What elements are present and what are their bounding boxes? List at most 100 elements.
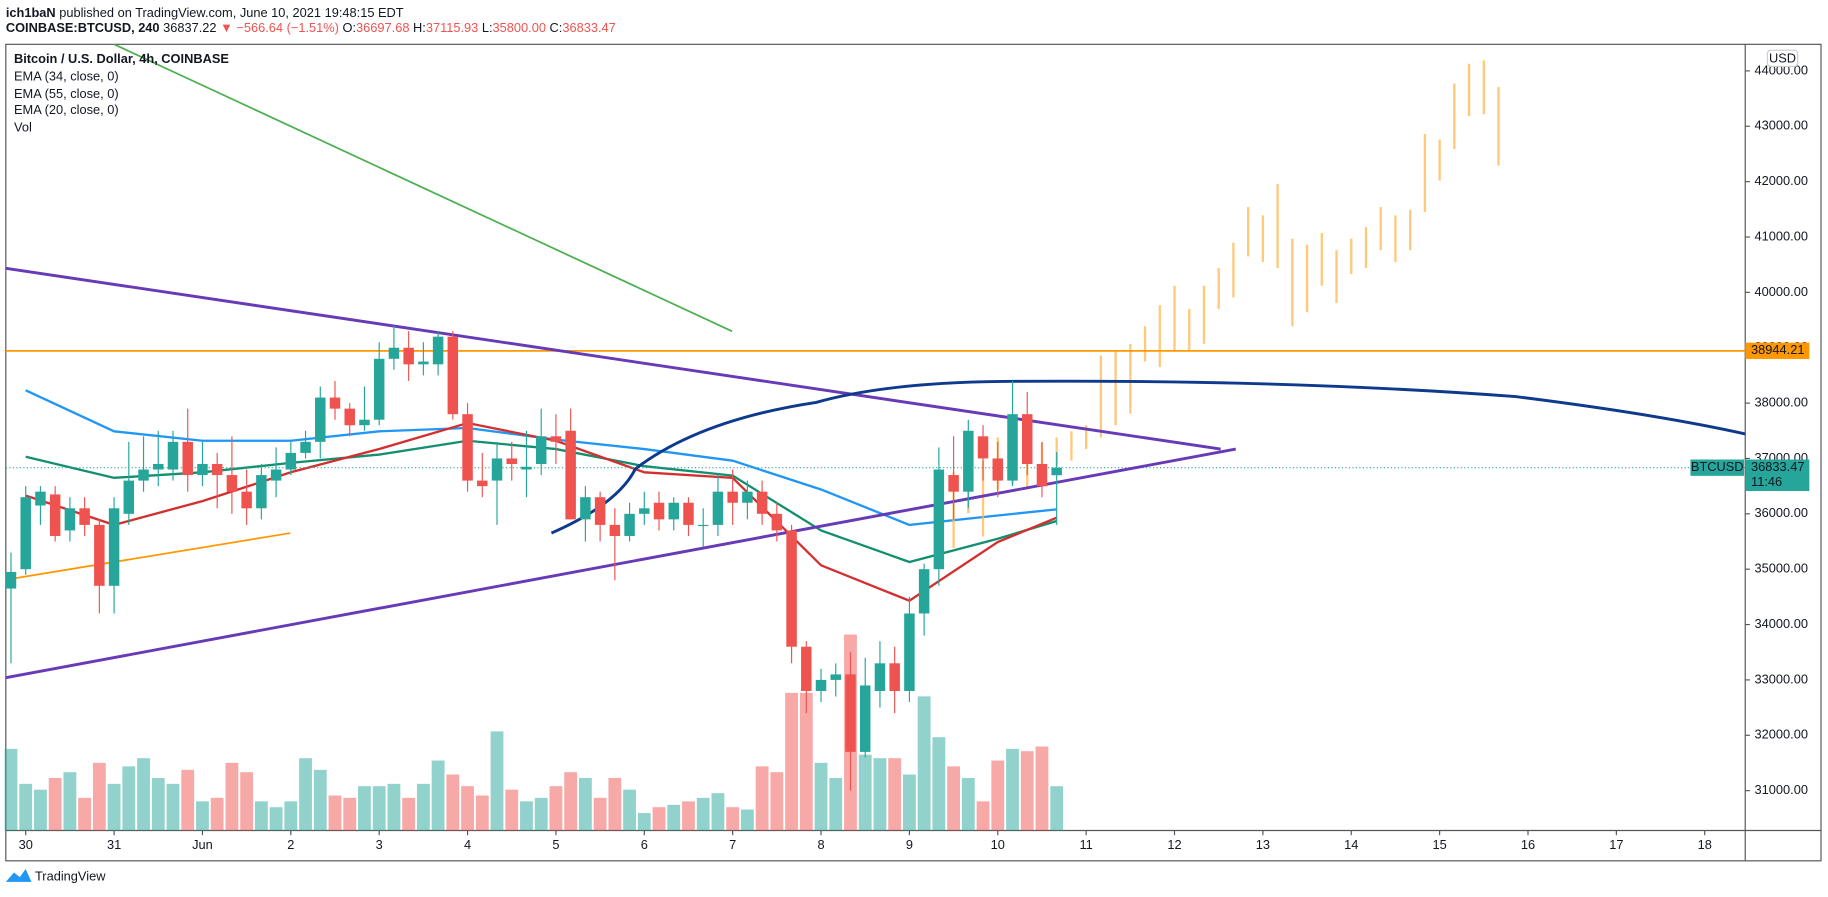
candle-body — [904, 613, 915, 691]
chart-frame — [5, 43, 1822, 862]
last-price: 36837.22 — [163, 21, 216, 36]
y-tick-label: 40000.00 — [1755, 284, 1808, 299]
volume-bar — [151, 778, 165, 831]
volume-bar — [917, 696, 931, 831]
volume-bar — [461, 786, 474, 831]
candle-body — [727, 491, 738, 503]
volume-bar — [976, 801, 990, 831]
volume-bar — [564, 772, 578, 831]
candle-body — [933, 469, 945, 570]
candle-body — [5, 571, 17, 589]
legend-entry: EMA (34, close, 0) — [14, 68, 119, 83]
candle-body — [1051, 467, 1062, 476]
candle-body — [49, 494, 61, 536]
curve-line — [550, 379, 1746, 535]
volume-bar — [799, 692, 813, 831]
volume-bar — [122, 766, 136, 831]
volume-bar — [78, 797, 92, 831]
author: ich1baN — [6, 5, 56, 20]
symbol-line: COINBASE:BTCUSD, 240 36837.22 ▼ −566.64 … — [6, 21, 616, 36]
brand: TradingView — [35, 869, 106, 884]
symbol-box — [1690, 459, 1745, 476]
volume-bar — [667, 804, 681, 831]
candle-body — [580, 497, 591, 520]
volume-bar — [770, 772, 784, 831]
currency-badge — [1766, 49, 1799, 68]
volume-bar — [785, 692, 798, 831]
candle-body — [138, 469, 149, 481]
ohlc-label: L: — [482, 21, 493, 36]
candle-body — [300, 441, 311, 453]
trend-line — [5, 447, 1237, 680]
volume-bar — [1050, 786, 1064, 831]
symbol: COINBASE:BTCUSD, 240 — [6, 21, 160, 36]
candle-body — [226, 475, 238, 492]
volume-bar — [358, 786, 371, 831]
candle-body — [270, 469, 282, 481]
ohlc-value: 36833.47 — [562, 21, 615, 36]
price-label-box — [1745, 342, 1810, 359]
candle-body — [373, 358, 385, 420]
candle-body — [359, 419, 370, 426]
volume-bar — [19, 783, 33, 831]
candle-body — [20, 497, 31, 570]
ohlc-value: 36697.68 — [356, 21, 409, 36]
volume-bar — [593, 797, 607, 831]
volume-bar — [416, 783, 430, 831]
x-tick-label: 7 — [729, 837, 736, 852]
y-tick-label: 31000.00 — [1755, 782, 1808, 797]
volume-bar — [240, 772, 254, 831]
candle-layer — [5, 325, 1062, 791]
y-tick-label: 43000.00 — [1755, 118, 1808, 133]
candle-body — [535, 436, 547, 464]
volume-bar — [48, 778, 62, 831]
volume-bar — [873, 758, 887, 831]
candle-body — [786, 530, 797, 647]
candle-body — [874, 663, 886, 691]
volume-bar — [755, 766, 769, 831]
volume-bar — [740, 809, 754, 831]
volume-bar — [34, 789, 47, 831]
candle-body — [992, 458, 1004, 481]
x-tick-label: 6 — [641, 837, 648, 852]
candle-body — [315, 397, 326, 442]
volume-bar — [284, 801, 298, 831]
y-tick-label: 42000.00 — [1755, 173, 1808, 188]
x-tick-label: 13 — [1256, 837, 1270, 852]
candle-body — [211, 463, 223, 476]
countdown-label: 11:46 — [1751, 474, 1782, 489]
x-tick-label: 4 — [464, 837, 471, 852]
candle-body — [344, 408, 355, 426]
x-tick-label: 12 — [1167, 837, 1181, 852]
volume-bar — [608, 778, 622, 831]
axis-layer: 30 31 Jun 2 3 4 5 6 7 8 9 10 11 12 13 14 15 16 17 18 31000.0… — [19, 62, 1810, 852]
candle-body — [639, 508, 650, 514]
candle-body — [668, 502, 679, 520]
candle-body — [64, 508, 76, 531]
volume-bar — [1035, 746, 1049, 831]
candle-body — [712, 491, 724, 525]
candle-body — [167, 441, 179, 470]
candle-body — [462, 414, 473, 481]
candle-body — [565, 430, 576, 520]
x-tick-label: 5 — [552, 837, 559, 852]
trend-line — [112, 44, 733, 333]
volume-bar — [520, 801, 533, 831]
candle-body — [963, 430, 974, 492]
candle-body — [815, 679, 827, 691]
candle-body — [756, 491, 768, 514]
y-tick-label: 32000.00 — [1755, 727, 1808, 742]
candle-body — [845, 674, 856, 752]
candle-body — [624, 513, 635, 536]
volume-bar — [181, 769, 195, 831]
x-tick-label: 2 — [287, 837, 294, 852]
y-tick-label: 35000.00 — [1755, 561, 1808, 576]
volume-bar — [372, 786, 386, 831]
x-tick-label: 9 — [906, 837, 913, 852]
candle-body — [197, 463, 208, 476]
published: published on TradingView.com, June 10, 2… — [59, 5, 404, 20]
candle-body — [79, 508, 90, 525]
volume-bar — [947, 766, 960, 831]
candle-body — [830, 674, 842, 680]
candle-body — [418, 361, 429, 365]
